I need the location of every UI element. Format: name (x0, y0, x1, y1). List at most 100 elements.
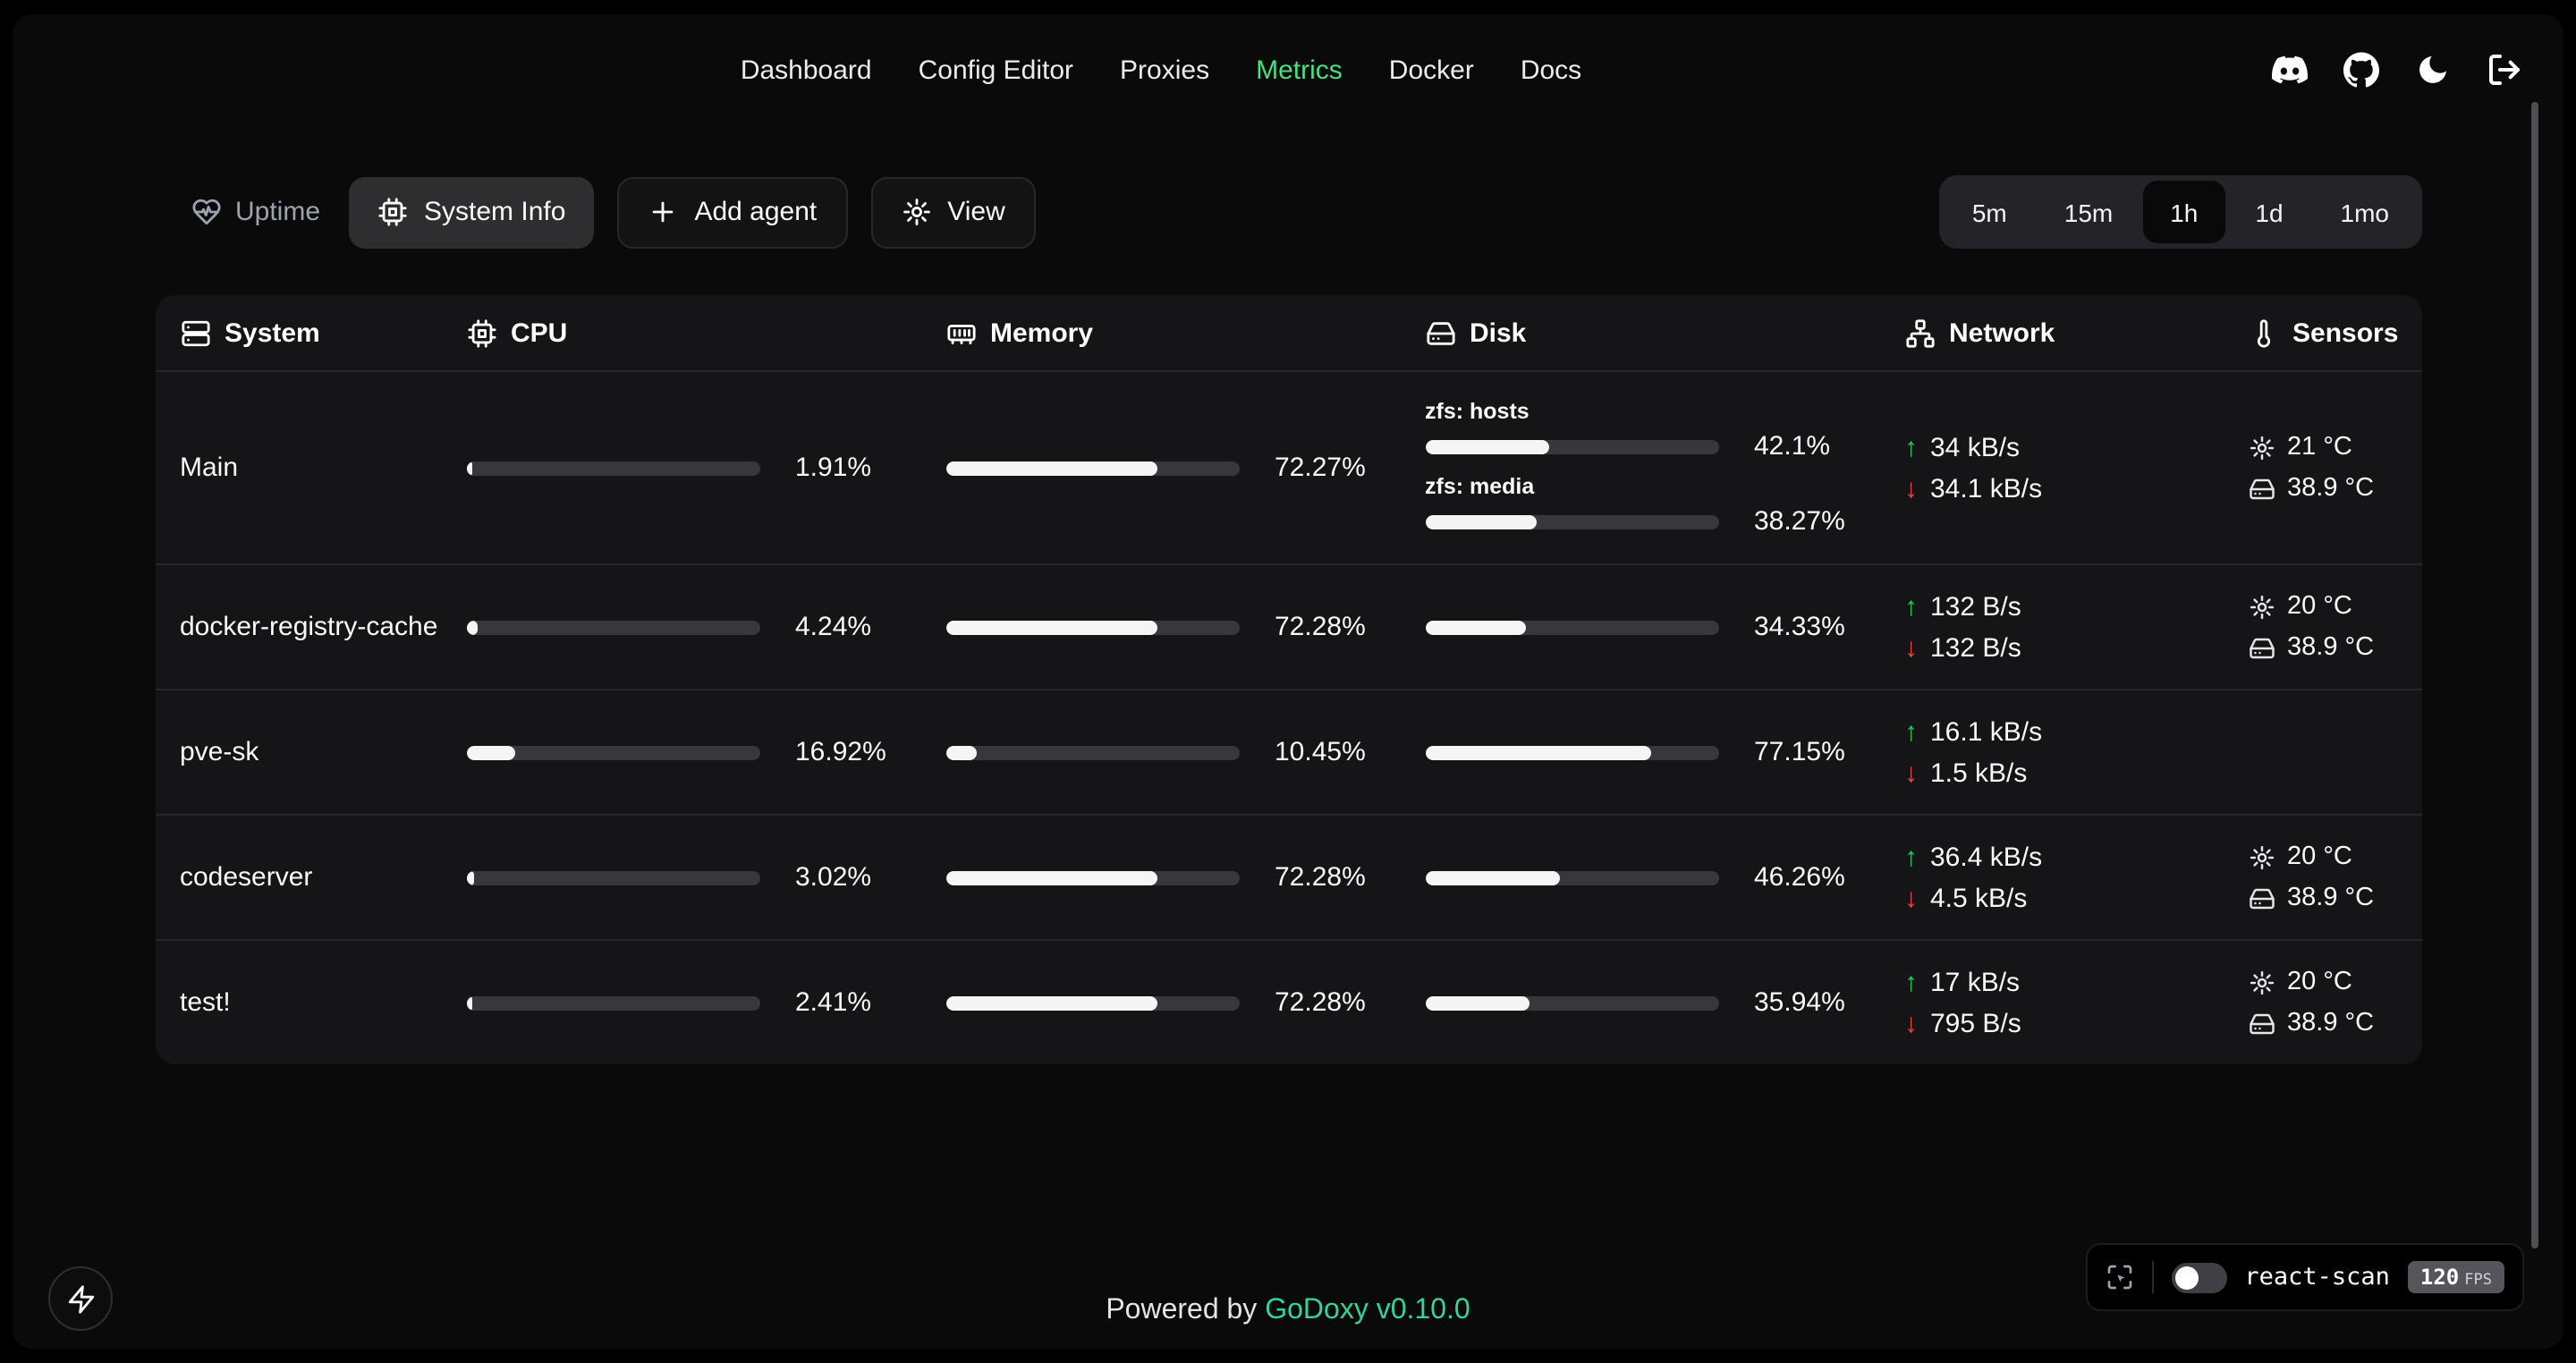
download-arrow-icon: ↓ (1904, 758, 1918, 788)
disk-percent: 46.26% (1754, 862, 1845, 893)
cpu-percent: 16.92% (795, 737, 886, 767)
memory-bar (945, 745, 1239, 759)
network-icon (1904, 317, 1935, 348)
disk-temp-icon (2248, 885, 2275, 911)
nav-icon-group (2270, 50, 2524, 89)
nav-docker[interactable]: Docker (1388, 55, 1474, 85)
cpu-cell: 2.41% (466, 987, 945, 1018)
col-network: Network (1904, 317, 2248, 348)
memory-cell: 72.28% (945, 862, 1425, 893)
discord-icon[interactable] (2270, 50, 2309, 89)
table-header: System CPU Memory Disk (155, 295, 2421, 370)
cpu-bar (466, 870, 759, 885)
view-button[interactable]: View (870, 176, 1036, 248)
metrics-table: System CPU Memory Disk (155, 295, 2421, 1064)
nav-config-editor[interactable]: Config Editor (918, 55, 1074, 85)
system-info-button[interactable]: System Info (349, 176, 595, 248)
logout-icon[interactable] (2485, 50, 2524, 89)
cpu-chip-icon (377, 197, 408, 227)
disk-bar (1425, 620, 1718, 634)
disk-cell: 46.26% (1425, 862, 1904, 893)
download-arrow-icon: ↓ (1904, 883, 1918, 913)
cpu-temp: 21 °C (2287, 433, 2352, 461)
plus-icon (648, 197, 678, 227)
cpu-cell: 16.92% (466, 737, 945, 767)
upload-arrow-icon: ↑ (1904, 432, 1918, 462)
disk-percent: 77.15% (1754, 737, 1845, 767)
upload-rate: 17 kB/s (1930, 967, 2021, 997)
disk-temp-icon (2248, 634, 2275, 661)
memory-cell: 10.45% (945, 737, 1425, 767)
memory-cell: 72.27% (945, 453, 1425, 483)
nav-dashboard[interactable]: Dashboard (740, 55, 872, 85)
upload-arrow-icon: ↑ (1904, 716, 1918, 747)
network-cell: ↑ 34 kB/s ↓ 34.1 kB/s (1904, 428, 2248, 507)
nav-links: Dashboard Config Editor Proxies Metrics … (741, 55, 1581, 85)
disk-temp-icon (2248, 475, 2275, 502)
toolbar: Uptime System Info Add agent View 5m 15m (155, 175, 2421, 249)
download-rate: 132 B/s (1930, 632, 2021, 663)
time-range-5m[interactable]: 5m (1945, 181, 2034, 243)
sensors-cell: 20 °C 38.9 °C (2248, 968, 2396, 1037)
table-row-codeserver[interactable]: codeserver 3.02% 72.28% 46.26% ↑ 36.4 (155, 814, 2421, 939)
top-nav: Dashboard Config Editor Proxies Metrics … (13, 14, 2563, 125)
disk-cell: 35.94% (1425, 987, 1904, 1018)
time-range-1mo[interactable]: 1mo (2314, 181, 2416, 243)
upload-rate: 36.4 kB/s (1930, 842, 2043, 872)
table-row-docker-registry-cache[interactable]: docker-registry-cache 4.24% 72.28% 34.33… (155, 563, 2421, 689)
nav-proxies[interactable]: Proxies (1120, 55, 1210, 85)
zap-button[interactable] (48, 1266, 113, 1331)
time-range-1h[interactable]: 1h (2143, 181, 2225, 243)
upload-arrow-icon: ↑ (1904, 591, 1918, 622)
footer: Powered by GoDoxy v0.10.0 (13, 1295, 2563, 1327)
disk-bar (1425, 870, 1718, 885)
time-range-15m[interactable]: 15m (2038, 181, 2140, 243)
time-range-1d[interactable]: 1d (2228, 181, 2309, 243)
scrollbar[interactable] (2531, 102, 2538, 1249)
download-rate: 34.1 kB/s (1930, 473, 2043, 504)
network-cell: ↑ 36.4 kB/s ↓ 4.5 kB/s (1904, 838, 2248, 917)
godoxy-link[interactable]: GoDoxy (1265, 1295, 1368, 1325)
disk-label: zfs: media (1425, 474, 1535, 499)
theme-toggle-moon-icon[interactable] (2413, 50, 2453, 89)
table-row-test[interactable]: test! 2.41% 72.28% 35.94% ↑ 17 kB/s (155, 939, 2421, 1064)
version-link[interactable]: v0.10.0 (1376, 1295, 1470, 1325)
memory-bar (945, 995, 1239, 1010)
system-name: pve-sk (180, 737, 259, 767)
uptime-tab[interactable]: Uptime (191, 197, 320, 227)
memory-cell: 72.28% (945, 987, 1425, 1018)
react-scan-label: react-scan (2244, 1263, 2390, 1291)
col-disk: Disk (1425, 317, 1904, 348)
uptime-label: Uptime (235, 197, 321, 227)
disk-temp-icon (2248, 1010, 2275, 1037)
scan-inspect-icon[interactable] (2105, 1263, 2133, 1291)
disk-temp: 38.9 °C (2287, 884, 2375, 912)
add-agent-button[interactable]: Add agent (617, 176, 848, 248)
download-arrow-icon: ↓ (1904, 632, 1918, 663)
disk-label: zfs: hosts (1425, 399, 1530, 424)
nav-docs[interactable]: Docs (1520, 55, 1582, 85)
github-icon[interactable] (2342, 50, 2381, 89)
sensors-cell: 21 °C 38.9 °C (2248, 433, 2396, 503)
nav-metrics[interactable]: Metrics (1256, 55, 1343, 85)
cpu-icon (466, 317, 496, 348)
disk-bar (1425, 745, 1718, 759)
time-range-selector: 5m 15m 1h 1d 1mo (1939, 175, 2421, 249)
heart-pulse-icon (191, 197, 221, 227)
system-name: codeserver (180, 862, 313, 893)
app-window: Dashboard Config Editor Proxies Metrics … (13, 14, 2563, 1349)
cpu-percent: 2.41% (795, 987, 872, 1018)
main-content: Uptime System Info Add agent View 5m 15m (155, 175, 2421, 1064)
system-name: docker-registry-cache (180, 612, 438, 642)
react-scan-toggle[interactable] (2171, 1262, 2227, 1292)
disk-percent: 38.27% (1754, 506, 1845, 537)
upload-rate: 34 kB/s (1930, 432, 2021, 462)
table-row-main[interactable]: Main 1.91% 72.27% zfs: hosts (155, 370, 2421, 563)
table-row-pve-sk[interactable]: pve-sk 16.92% 10.45% 77.15% ↑ 16.1 kB (155, 689, 2421, 814)
memory-percent: 10.45% (1275, 737, 1366, 767)
download-rate: 795 B/s (1930, 1008, 2021, 1038)
cpu-temp: 20 °C (2287, 968, 2352, 996)
react-scan-toolbar: react-scan 120 FPS (2085, 1243, 2524, 1311)
disk-group: zfs: media 38.27% (1425, 474, 1904, 537)
disk-percent: 35.94% (1754, 987, 1845, 1018)
